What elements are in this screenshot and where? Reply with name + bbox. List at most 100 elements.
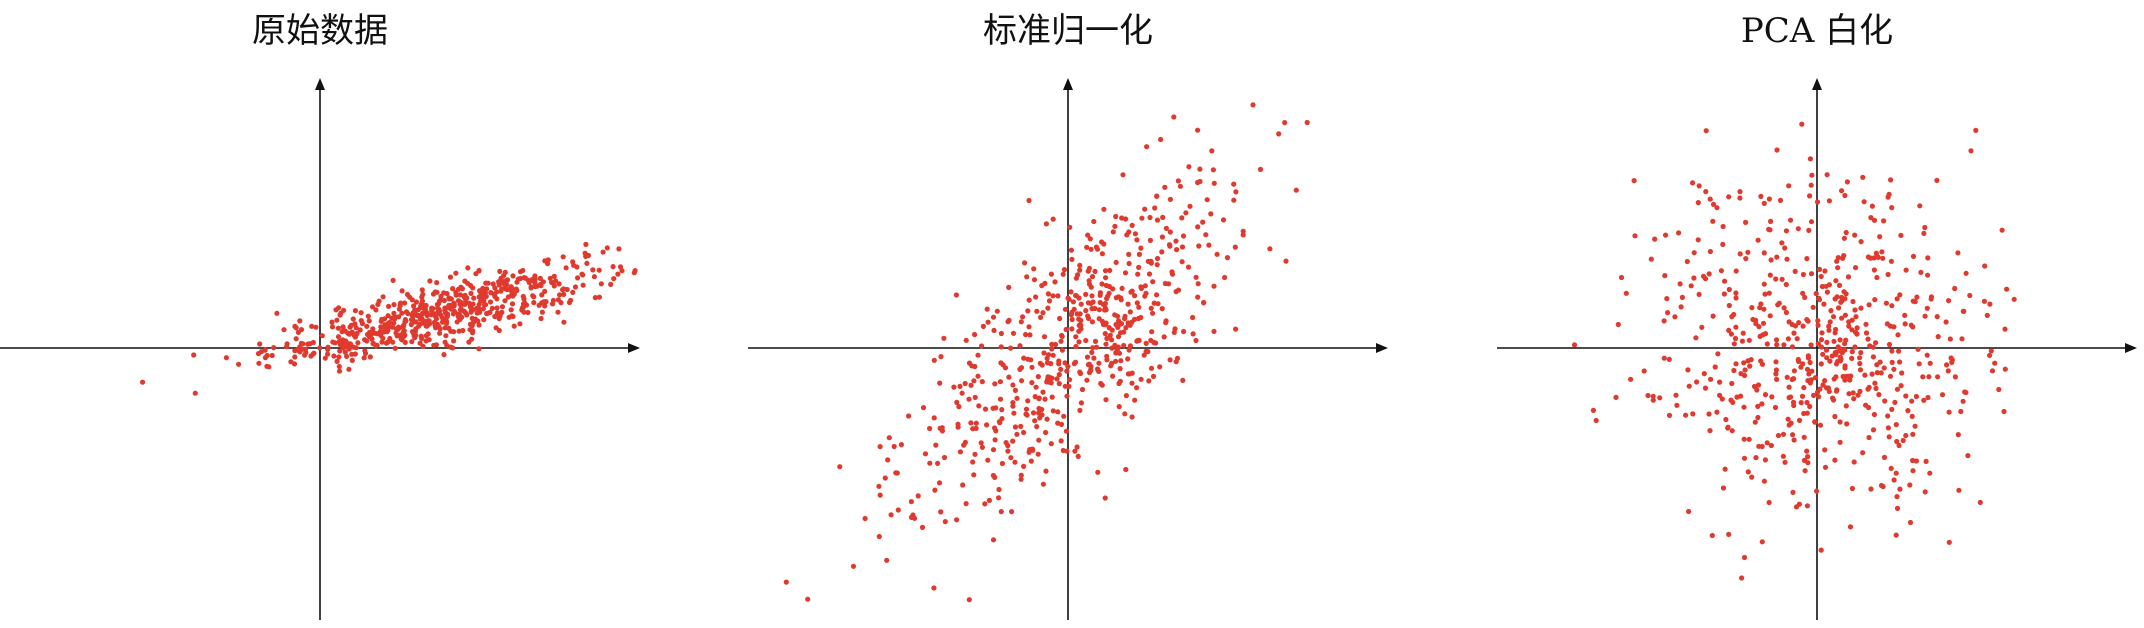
data-point (539, 292, 545, 298)
data-point (1934, 314, 1940, 320)
data-point (1821, 301, 1827, 307)
data-point (1092, 268, 1098, 274)
data-point (457, 299, 464, 305)
data-point (1788, 217, 1794, 223)
data-point (1852, 307, 1858, 313)
data-point (1088, 300, 1094, 306)
data-point (1590, 407, 1596, 413)
data-point (1173, 289, 1179, 295)
data-point (1982, 263, 1988, 269)
data-point (1999, 227, 2005, 233)
data-point (898, 442, 904, 448)
data-point (1078, 317, 1084, 324)
data-point (1842, 365, 1848, 371)
data-point (1889, 359, 1895, 365)
data-point (292, 348, 298, 354)
data-point (1788, 420, 1794, 426)
data-point (418, 301, 424, 307)
data-point (1773, 371, 1779, 377)
data-point (1888, 465, 1894, 471)
data-point (1002, 365, 1009, 371)
data-point (1988, 348, 1994, 354)
data-point (1861, 199, 1867, 205)
data-point (468, 290, 474, 296)
data-point (410, 313, 417, 319)
data-point (1056, 371, 1062, 378)
data-point (1881, 454, 1888, 460)
data-point (1918, 269, 1924, 275)
data-point (1897, 359, 1903, 365)
data-point (1014, 395, 1020, 401)
data-point (1841, 253, 1847, 259)
data-point (1832, 413, 1838, 420)
data-point (992, 437, 998, 443)
data-point (430, 310, 436, 316)
data-point (1789, 321, 1795, 328)
data-point (1139, 215, 1145, 221)
data-point (371, 330, 377, 336)
data-point (390, 339, 396, 345)
data-point (1210, 167, 1216, 173)
data-point (1967, 292, 1973, 299)
data-point (932, 487, 938, 493)
data-point (1791, 330, 1797, 336)
data-point (353, 325, 359, 331)
data-point (1806, 371, 1812, 377)
data-point (336, 305, 342, 311)
data-point (1733, 268, 1739, 274)
data-point (402, 339, 408, 345)
data-point (1664, 296, 1670, 302)
data-point (427, 278, 433, 284)
data-point (1046, 352, 1052, 358)
data-point (1833, 278, 1839, 284)
data-point (1805, 454, 1811, 460)
data-point (1214, 251, 1220, 257)
data-point (886, 435, 892, 441)
data-point (1678, 304, 1684, 310)
data-point (1138, 285, 1144, 291)
data-point (520, 293, 526, 300)
data-point (1927, 360, 1933, 366)
data-point (1812, 419, 1818, 425)
data-point (1120, 172, 1126, 178)
data-point (1955, 432, 1961, 438)
data-point (1183, 210, 1189, 216)
data-point (1125, 321, 1131, 327)
data-point (1775, 432, 1782, 439)
data-point (592, 295, 598, 301)
data-point (1766, 499, 1772, 506)
data-point (1666, 412, 1673, 418)
data-point (1750, 316, 1756, 323)
data-point (1024, 274, 1030, 280)
data-point (1149, 329, 1155, 335)
data-point (1102, 331, 1108, 337)
data-point (1113, 350, 1119, 356)
data-point (1276, 131, 1282, 137)
data-point (1987, 301, 1993, 307)
data-point (1914, 294, 1920, 300)
data-point (982, 406, 989, 412)
data-point (1772, 404, 1779, 411)
data-point (1116, 318, 1122, 324)
data-point (1909, 398, 1915, 404)
data-point (397, 300, 404, 306)
data-point (1729, 380, 1735, 387)
data-point (975, 352, 981, 358)
data-point (1773, 337, 1780, 343)
data-point (996, 419, 1002, 425)
data-point (1074, 444, 1080, 450)
data-point (1066, 377, 1073, 383)
data-point (1123, 325, 1129, 331)
data-point (1922, 489, 1928, 495)
data-point (530, 293, 536, 299)
data-point (1843, 291, 1849, 297)
data-point (1010, 403, 1016, 409)
data-point (1163, 225, 1169, 231)
data-point (266, 364, 272, 370)
data-point (1808, 271, 1815, 277)
data-point (1850, 298, 1856, 305)
data-point (538, 283, 544, 289)
data-point (346, 346, 352, 352)
data-point (891, 443, 897, 450)
data-point (416, 323, 422, 329)
